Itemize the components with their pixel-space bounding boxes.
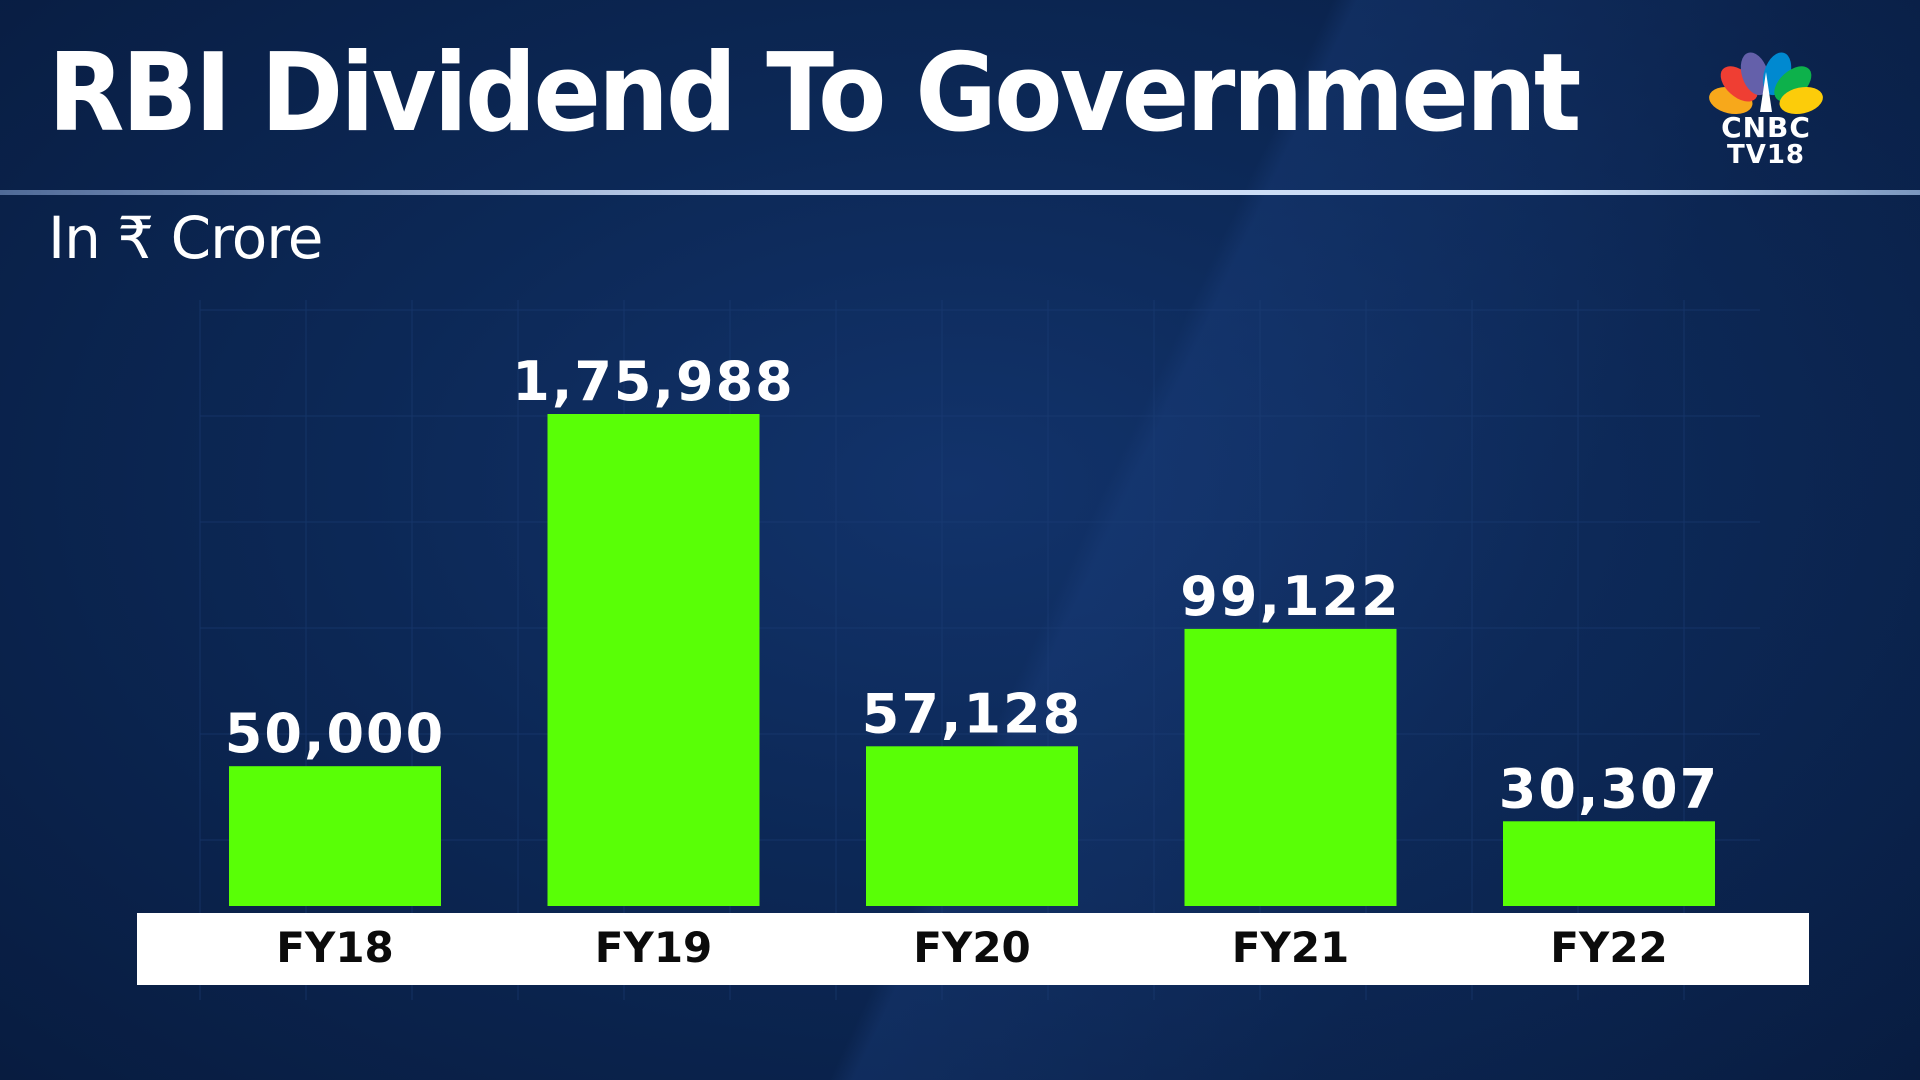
cnbc-tv18-logo: CNBC TV18 (1700, 42, 1832, 170)
header: RBI Dividend To Government CNBC TV18 (0, 0, 1920, 192)
chart-title: RBI Dividend To Government (48, 31, 1581, 156)
logo-line-1: CNBC (1721, 111, 1811, 144)
chart-subtitle: In ₹ Crore (48, 204, 323, 272)
value-label-fy21: 99,122 (1180, 565, 1400, 628)
bar-fy22 (1503, 821, 1715, 906)
category-label-fy22: FY22 (1550, 923, 1668, 972)
bar-fy18 (229, 766, 441, 906)
peacock-feather (1779, 86, 1823, 115)
value-labels-group: 50,000 1,75,988 57,128 99,122 30,307 (225, 350, 1719, 820)
value-label-fy22: 30,307 (1499, 757, 1719, 820)
category-label-fy20: FY20 (913, 923, 1031, 972)
peacock-icon (1709, 52, 1823, 115)
peacock-feather (1740, 52, 1770, 96)
logo-line-2: TV18 (1726, 140, 1806, 170)
value-label-fy20: 57,128 (862, 682, 1082, 745)
bar-fy20 (866, 746, 1078, 906)
bar-fy19 (547, 414, 760, 906)
category-label-fy21: FY21 (1232, 923, 1350, 972)
category-labels-group: FY18 FY19 FY20 FY21 FY22 (276, 923, 1668, 972)
bars-group (229, 414, 1715, 906)
value-label-fy18: 50,000 (225, 702, 445, 765)
category-axis-band (137, 913, 1809, 985)
category-label-fy18: FY18 (276, 923, 394, 972)
value-label-fy19: 1,75,988 (512, 350, 794, 413)
logo-wordmark: CNBC TV18 (1700, 111, 1832, 170)
category-label-fy19: FY19 (595, 923, 713, 972)
peacock-body (1760, 72, 1772, 112)
bar-fy21 (1184, 628, 1397, 906)
header-divider (0, 190, 1920, 195)
